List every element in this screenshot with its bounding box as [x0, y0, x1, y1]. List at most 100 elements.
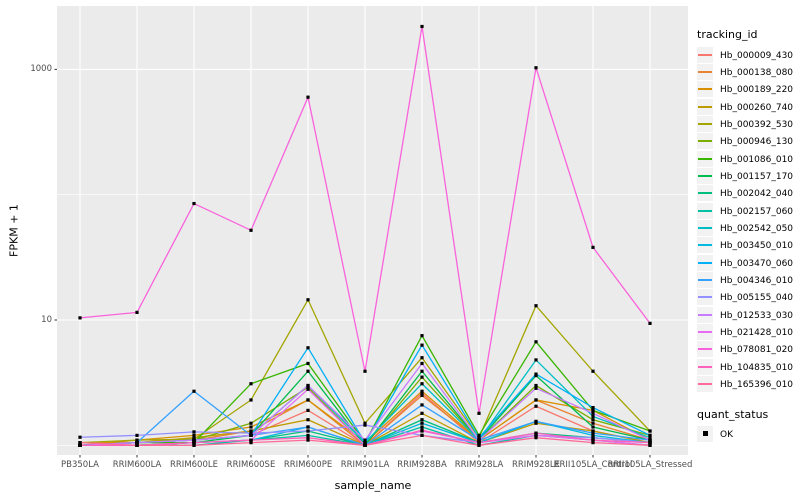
data-point — [306, 387, 310, 391]
legend-line-swatch — [698, 105, 712, 108]
data-point — [306, 369, 310, 373]
data-point — [306, 438, 310, 442]
data-point — [591, 414, 595, 419]
data-point — [420, 418, 424, 422]
legend-item-label: Hb_000946_130 — [720, 137, 794, 148]
data-point — [363, 443, 367, 447]
data-point — [420, 334, 424, 338]
legend-line-swatch — [698, 70, 712, 73]
legend-panel: tracking_id Hb_000009_430 Hb_000138_080 Hb… — [690, 0, 800, 500]
data-point — [648, 443, 652, 447]
data-point — [135, 433, 139, 437]
data-point — [363, 441, 367, 445]
legend-item-label: Hb_000138_080 — [720, 67, 794, 78]
data-point — [306, 361, 310, 366]
legend-item-label: Hb_078081_020 — [720, 345, 794, 356]
data-point — [306, 429, 310, 433]
data-point — [420, 428, 424, 432]
x-tick-label: RRIM600SE — [226, 460, 276, 470]
data-point — [591, 441, 595, 445]
legend-key — [697, 306, 713, 323]
data-point — [306, 436, 310, 440]
data-point — [648, 436, 652, 440]
legend-item-label: Hb_000189_220 — [720, 85, 794, 96]
legend-item-label: Hb_003470_060 — [720, 258, 794, 269]
data-point — [534, 383, 538, 388]
data-point — [591, 433, 595, 437]
x-tick-label: RRII105LA_Stressed — [607, 460, 693, 470]
data-point — [249, 441, 253, 445]
legend-line-swatch — [698, 157, 712, 160]
data-point — [363, 369, 367, 373]
data-point — [420, 425, 424, 429]
x-tick-label: RRII105LA_Control — [553, 460, 633, 470]
data-point — [534, 436, 538, 440]
data-point — [420, 393, 424, 398]
data-point — [306, 346, 310, 350]
data-point — [591, 411, 595, 415]
legend-key — [697, 133, 713, 150]
data-point — [306, 433, 310, 437]
data-point — [648, 441, 652, 445]
data-point — [420, 389, 424, 393]
data-point — [477, 443, 481, 447]
data-point — [420, 375, 424, 379]
x-tick-label: RRIM600PE — [283, 460, 333, 470]
data-point — [648, 321, 652, 325]
data-point — [591, 421, 595, 425]
x-tick-label: RRIM901LA — [340, 460, 390, 470]
legend-item-label: Hb_104835_010 — [720, 362, 794, 373]
x-tick-label: RRIM600LE — [170, 460, 218, 470]
data-point — [420, 24, 424, 29]
x-tick-label: PB350LA — [61, 460, 99, 470]
data-point — [591, 369, 595, 373]
legend-line-swatch — [698, 261, 712, 264]
black-square-marker-icon — [702, 431, 708, 436]
data-point — [249, 228, 253, 232]
legend-line-swatch — [698, 244, 712, 247]
legend-key — [697, 272, 713, 289]
data-point — [534, 386, 538, 390]
plot-panel — [57, 6, 688, 455]
data-point — [420, 356, 424, 360]
data-point — [477, 411, 481, 415]
y-tick-label: 1000 — [30, 64, 52, 75]
data-point — [420, 433, 424, 437]
legend-key — [697, 425, 713, 442]
data-point — [477, 438, 481, 442]
data-point — [534, 358, 538, 362]
data-point — [534, 398, 538, 402]
data-point — [306, 95, 310, 99]
data-point — [249, 433, 253, 437]
data-point — [477, 436, 481, 440]
x-tick-label: RRIM928BA — [397, 460, 447, 470]
legend-key — [697, 115, 713, 132]
legend-line-swatch — [698, 383, 712, 386]
legend-item-label: Hb_012533_030 — [720, 310, 794, 321]
legend-key — [697, 358, 713, 375]
data-point — [420, 369, 424, 373]
legend-item-label: Hb_165396_010 — [720, 380, 794, 391]
legend-key — [697, 289, 713, 306]
data-point — [192, 441, 196, 445]
data-point — [420, 343, 424, 347]
data-point — [420, 411, 424, 415]
legend-title-tracking-id: tracking_id — [697, 28, 758, 41]
data-point — [591, 438, 595, 442]
legend-item-label: Hb_000260_740 — [720, 102, 794, 113]
legend-line-swatch — [698, 53, 712, 56]
legend-item-label: Hb_021428_010 — [720, 328, 794, 339]
legend-key — [697, 376, 713, 393]
data-point — [534, 431, 538, 435]
data-point — [534, 304, 538, 308]
data-point — [648, 438, 652, 442]
data-point — [591, 429, 595, 433]
data-point — [420, 382, 424, 386]
legend-line-swatch — [698, 192, 712, 195]
data-point — [192, 443, 196, 447]
data-point — [591, 405, 595, 410]
legend-key — [697, 185, 713, 202]
legend-line-swatch — [698, 122, 712, 125]
